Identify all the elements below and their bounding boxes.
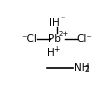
Text: 2+: 2+ xyxy=(59,31,69,37)
Text: IH: IH xyxy=(49,18,60,28)
Text: Cl⁻: Cl⁻ xyxy=(77,33,93,44)
Text: 2: 2 xyxy=(84,65,89,74)
Text: ⁻: ⁻ xyxy=(60,14,64,23)
Text: H: H xyxy=(47,48,55,58)
Text: +: + xyxy=(53,45,60,54)
Text: NH: NH xyxy=(74,63,90,73)
Text: ⁻Cl: ⁻Cl xyxy=(22,33,38,44)
Text: Pb: Pb xyxy=(48,33,61,44)
